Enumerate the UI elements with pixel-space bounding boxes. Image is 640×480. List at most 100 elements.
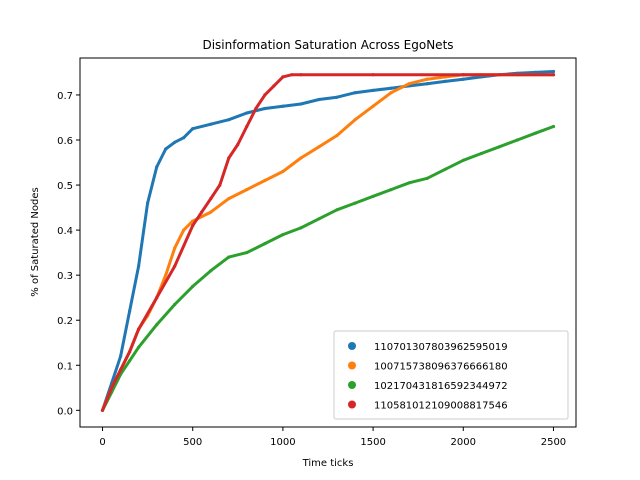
data-point — [533, 131, 538, 135]
legend-label: 110581012109008817546 — [374, 401, 508, 412]
x-tick-label: 2000 — [451, 437, 476, 448]
data-point — [119, 354, 123, 358]
data-point — [461, 158, 465, 162]
data-point — [497, 145, 501, 149]
data-point — [353, 91, 357, 95]
y-tick-label: 0.1 — [57, 361, 73, 372]
y-tick-label: 0.7 — [57, 91, 73, 102]
x-tick-label: 1500 — [360, 437, 385, 448]
legend-item: 102170431816592344972 — [348, 381, 508, 392]
data-point — [389, 91, 393, 95]
data-point — [227, 118, 231, 122]
data-point — [191, 284, 195, 288]
data-point — [236, 142, 240, 147]
data-point — [245, 251, 249, 255]
x-axis-label: Time ticks — [302, 458, 354, 469]
data-point — [191, 224, 195, 228]
data-point — [425, 77, 429, 81]
data-point — [218, 183, 222, 187]
data-point — [353, 118, 357, 122]
data-point — [389, 188, 393, 192]
data-point — [146, 201, 150, 205]
data-point — [389, 86, 393, 90]
data-point — [461, 77, 465, 81]
data-point — [263, 242, 267, 246]
data-point — [137, 327, 141, 331]
plot-frame — [79, 57, 577, 428]
y-tick-label: 0.4 — [57, 226, 73, 237]
data-point — [371, 73, 375, 77]
legend-marker — [348, 361, 356, 370]
data-point — [281, 75, 285, 79]
data-point — [128, 359, 132, 363]
plot-area — [100, 69, 556, 412]
legend-marker — [348, 400, 356, 409]
data-point — [254, 106, 258, 111]
data-point — [137, 345, 141, 349]
legend-item: 100715738096376666180 — [348, 361, 508, 373]
data-point — [371, 88, 375, 92]
legend-marker — [348, 342, 356, 350]
data-point — [299, 156, 303, 160]
data-point — [371, 104, 375, 108]
x-tick-label: 500 — [183, 437, 202, 448]
data-point — [155, 323, 159, 327]
data-point — [317, 97, 321, 102]
data-point — [155, 296, 159, 300]
data-point — [425, 82, 429, 86]
data-point — [209, 197, 213, 201]
series-1 — [100, 69, 556, 412]
data-point — [245, 124, 249, 129]
data-point — [425, 176, 429, 180]
x-tick-label: 2500 — [541, 437, 566, 448]
x-tick-label: 0 — [99, 437, 105, 448]
data-point — [551, 124, 556, 129]
data-point — [209, 269, 213, 273]
y-axis-label: % of Saturated Nodes — [30, 187, 41, 296]
data-point — [227, 156, 231, 160]
data-point — [281, 104, 285, 108]
data-point — [164, 273, 168, 277]
series-line — [101, 125, 555, 412]
data-point — [128, 350, 132, 354]
data-point — [263, 106, 267, 111]
y-tick-label: 0.3 — [57, 271, 73, 282]
chart-title: Disinformation Saturation Across EgoNets — [202, 38, 453, 52]
data-point — [155, 165, 159, 169]
y-tick-label: 0.2 — [57, 316, 73, 327]
data-point — [443, 79, 447, 83]
data-point — [173, 140, 177, 144]
data-point — [281, 233, 285, 237]
data-point — [200, 210, 204, 214]
data-point — [407, 181, 411, 185]
data-point — [317, 217, 321, 221]
data-point — [119, 368, 123, 372]
data-point — [227, 255, 231, 259]
data-point — [443, 167, 447, 171]
data-point — [173, 264, 177, 268]
data-point — [245, 188, 249, 192]
data-point — [335, 133, 339, 138]
y-tick-label: 0.5 — [57, 181, 73, 192]
data-point — [128, 309, 132, 313]
data-point — [371, 194, 375, 198]
data-point — [137, 264, 141, 268]
data-point — [353, 201, 357, 205]
data-point — [209, 210, 213, 214]
data-point — [335, 95, 339, 99]
data-point — [191, 127, 195, 131]
data-point — [515, 138, 520, 142]
data-point — [209, 122, 213, 126]
data-point — [317, 145, 321, 149]
legend-label: 100715738096376666180 — [374, 362, 508, 373]
y-tick-label: 0.6 — [57, 136, 73, 147]
series-4 — [100, 73, 556, 412]
legend-item: 110701307803962595019 — [348, 342, 508, 353]
data-point — [164, 147, 168, 151]
data-point — [281, 169, 285, 174]
data-point — [110, 386, 114, 390]
data-point — [461, 73, 465, 77]
data-point — [263, 93, 267, 97]
data-point — [173, 246, 177, 250]
